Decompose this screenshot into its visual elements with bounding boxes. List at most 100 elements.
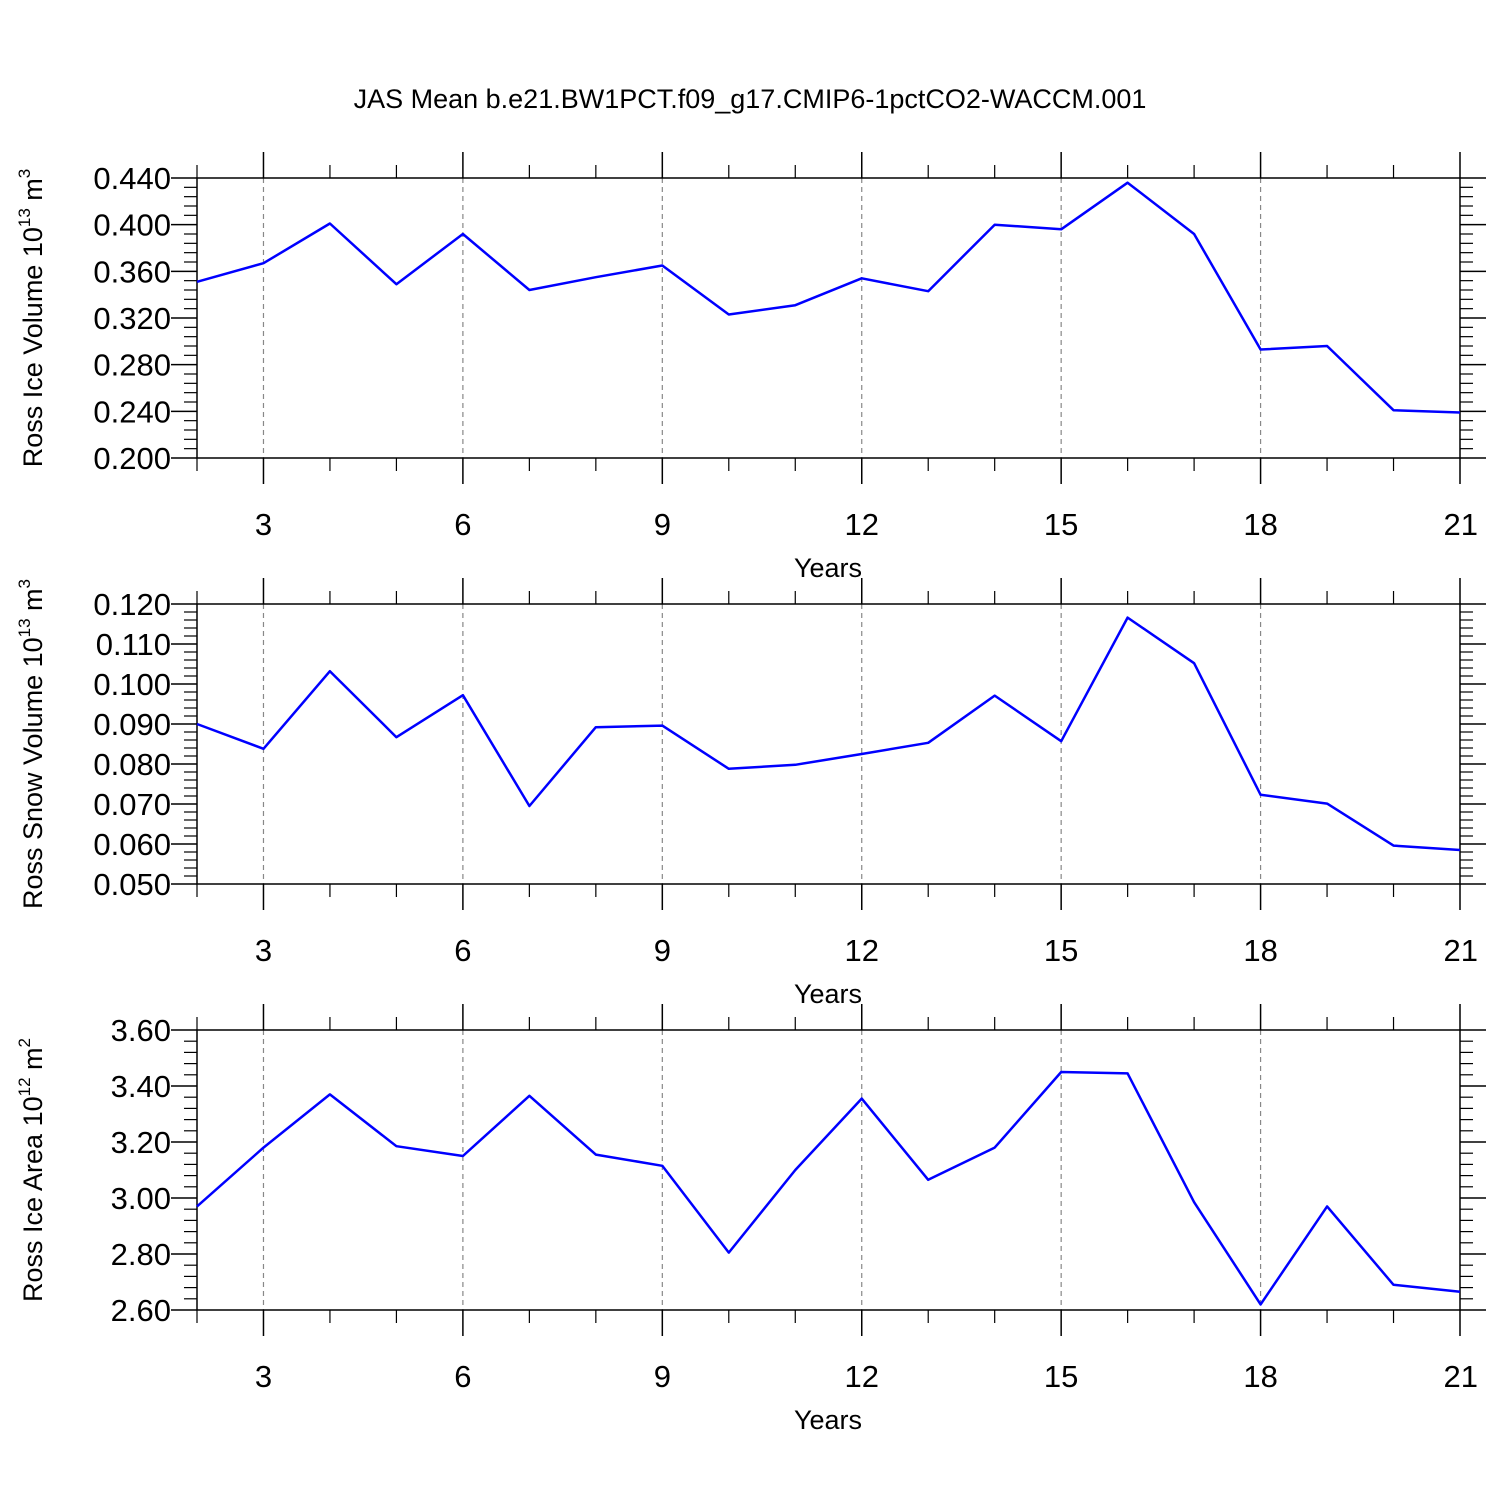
x-tick-label: 21 (1444, 933, 1478, 968)
x-tick-label: 3 (255, 933, 272, 968)
data-point (461, 693, 465, 697)
y-tick-label: 0.110 (96, 627, 171, 662)
data-point (594, 1153, 598, 1157)
data-point (1325, 344, 1329, 348)
plot-frame (196, 603, 1461, 885)
data-point (1126, 1071, 1130, 1075)
y-tick-label: 0.080 (93, 747, 171, 782)
x-tick-label: 18 (1243, 507, 1277, 542)
data-point (394, 735, 398, 739)
data-point (195, 280, 199, 284)
data-point (1126, 181, 1130, 185)
y-tick-label: 0.280 (93, 348, 171, 383)
plot-frame (196, 1029, 1461, 1311)
x-tick-label: 18 (1243, 933, 1277, 968)
x-tick-label: 9 (654, 507, 671, 542)
data-point (1059, 1070, 1063, 1074)
x-axis-label: Years (794, 553, 862, 583)
data-point (594, 275, 598, 279)
y-tick-label: 0.400 (93, 208, 171, 243)
data-point (1392, 844, 1396, 848)
data-point (1059, 739, 1063, 743)
data-point (660, 1164, 664, 1168)
y-tick-label: 0.200 (93, 441, 171, 476)
y-tick-label: 3.00 (111, 1181, 171, 1216)
data-point (660, 724, 664, 728)
x-axis-label: Years (794, 979, 862, 1009)
data-point (926, 289, 930, 293)
y-tick-label: 0.240 (93, 394, 171, 429)
data-point (328, 669, 332, 673)
x-tick-label: 6 (454, 933, 471, 968)
data-point (1192, 1200, 1196, 1204)
y-tick-label: 0.320 (93, 301, 171, 336)
chart-panel-2: 3 6 9 12 15 18 21 0.050 0.060 0.070 0.080 0.090 0.10… (15, 578, 1486, 1009)
series-line (196, 1070, 1461, 1306)
x-tick-label: 15 (1044, 507, 1078, 542)
data-point (1192, 232, 1196, 236)
y-axis-label: Ross Ice Area 1012 m2 (15, 1038, 48, 1302)
y-tick-label: 0.120 (93, 587, 171, 622)
y-tick-label: 0.060 (93, 827, 171, 862)
data-point (727, 1251, 731, 1255)
y-tick-label: 2.60 (111, 1293, 171, 1328)
data-point (993, 223, 997, 227)
x-tick-label: 6 (454, 1359, 471, 1394)
x-tick-label: 21 (1444, 1359, 1478, 1394)
x-tick-label: 9 (654, 933, 671, 968)
data-point (1059, 227, 1063, 231)
x-tick-label: 6 (454, 507, 471, 542)
data-point (394, 1144, 398, 1148)
data-point (793, 1168, 797, 1172)
series-line (196, 181, 1461, 414)
x-tick-label: 9 (654, 1359, 671, 1394)
data-point (1392, 1283, 1396, 1287)
data-point (328, 222, 332, 226)
x-tick-label: 18 (1243, 1359, 1277, 1394)
data-point (793, 303, 797, 307)
data-point (1259, 1302, 1263, 1306)
y-tick-label: 0.070 (93, 787, 171, 822)
y-tick-label: 3.40 (111, 1069, 171, 1104)
data-point (461, 232, 465, 236)
x-tick-label: 15 (1044, 1359, 1078, 1394)
plot-frame (196, 177, 1461, 459)
data-point (394, 282, 398, 286)
data-point (527, 1094, 531, 1098)
data-point (1259, 793, 1263, 797)
data-point (461, 1154, 465, 1158)
x-axis-label: Years (794, 1405, 862, 1435)
data-point (1325, 1204, 1329, 1208)
data-point (727, 313, 731, 317)
x-tick-label: 15 (1044, 933, 1078, 968)
x-tick-label: 21 (1444, 507, 1478, 542)
y-tick-label: 0.440 (93, 161, 171, 196)
data-point (1126, 616, 1130, 620)
x-tick-label: 3 (255, 507, 272, 542)
data-point (328, 1092, 332, 1096)
x-tick-label: 12 (844, 1359, 878, 1394)
data-point (527, 804, 531, 808)
data-point (926, 1178, 930, 1182)
data-point (195, 1204, 199, 1208)
data-point (261, 1146, 265, 1150)
data-point (1259, 348, 1263, 352)
y-tick-label: 0.050 (93, 867, 171, 902)
y-tick-label: 0.090 (93, 707, 171, 742)
data-point (261, 747, 265, 751)
data-point (261, 261, 265, 265)
chart-title: JAS Mean b.e21.BW1PCT.f09_g17.CMIP6-1pct… (353, 84, 1147, 114)
data-point (793, 763, 797, 767)
data-point (860, 1097, 864, 1101)
series-line (196, 616, 1461, 852)
data-point (993, 694, 997, 698)
data-point (1458, 411, 1462, 415)
chart-panel-1: 3 6 9 12 15 18 21 0.200 0.240 0.280 0.320 0.360 0.40… (15, 152, 1486, 583)
y-axis-label: Ross Ice Volume 1013 m3 (15, 169, 48, 468)
x-tick-label: 12 (844, 507, 878, 542)
data-point (1458, 1290, 1462, 1294)
x-tick-label: 12 (844, 933, 878, 968)
x-tick-label: 3 (255, 1359, 272, 1394)
data-point (527, 288, 531, 292)
